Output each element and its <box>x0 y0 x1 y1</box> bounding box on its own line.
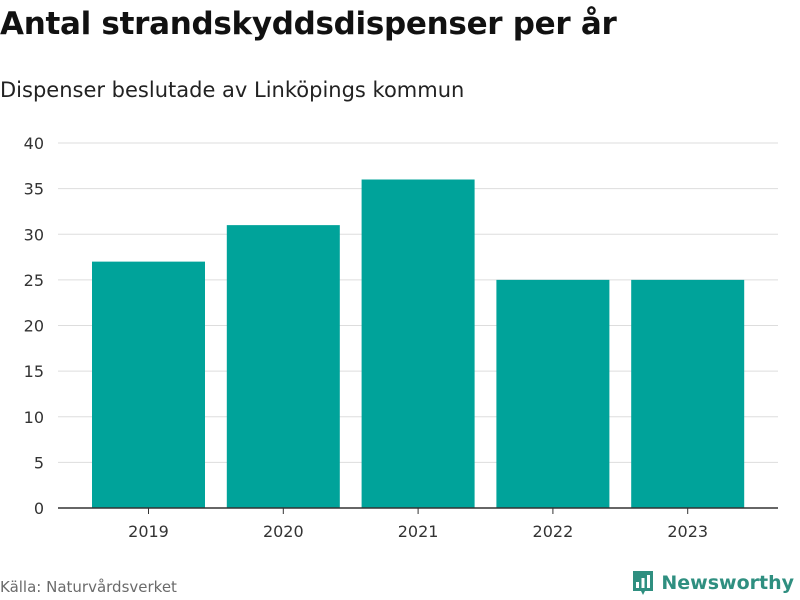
chart-title: Antal strandskyddsdispenser per år <box>0 6 617 42</box>
brand-name: Newsworthy <box>661 572 794 594</box>
y-tick-label: 30 <box>24 225 44 244</box>
bar-2019[interactable] <box>92 261 205 508</box>
y-tick-label: 25 <box>24 271 44 290</box>
x-tick-label: 2023 <box>667 522 708 541</box>
y-tick-label: 40 <box>24 134 44 153</box>
bar-2021[interactable] <box>361 179 475 509</box>
bar-2022[interactable] <box>496 279 610 508</box>
y-tick-label: 0 <box>34 499 44 518</box>
newsworthy-logo[interactable]: Newsworthy <box>631 569 794 597</box>
y-tick-label: 15 <box>24 362 44 381</box>
source-note: Källa: Naturvårdsverket <box>0 578 177 596</box>
y-tick-label: 5 <box>34 453 44 472</box>
x-tick-label: 2020 <box>263 522 304 541</box>
y-tick-label: 35 <box>24 180 44 199</box>
bars <box>92 179 745 509</box>
chart-subtitle: Dispenser beslutade av Linköpings kommun <box>0 78 465 102</box>
y-tick-label: 20 <box>24 317 44 336</box>
bar-2023[interactable] <box>631 279 745 508</box>
newsworthy-icon <box>633 571 654 595</box>
x-tick-label: 2019 <box>128 522 169 541</box>
y-tick-label: 10 <box>24 408 44 427</box>
x-axis-labels: 2019 2020 2021 2022 2023 <box>128 522 708 541</box>
x-tick-label: 2021 <box>398 522 439 541</box>
x-tick-label: 2022 <box>533 522 574 541</box>
bar-2020[interactable] <box>226 225 340 508</box>
y-axis-labels: 0 5 10 15 20 25 30 35 40 <box>24 134 44 518</box>
axes <box>58 507 778 514</box>
